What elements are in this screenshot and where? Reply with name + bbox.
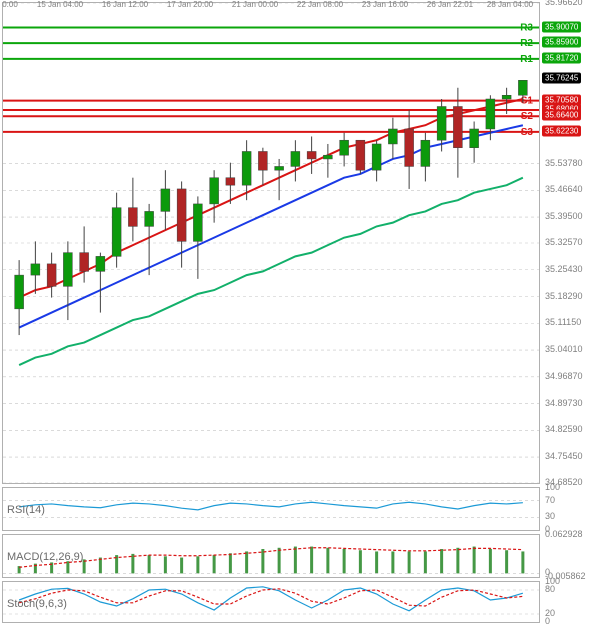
svg-text:S3: S3 bbox=[521, 127, 534, 138]
svg-text:R2: R2 bbox=[520, 38, 533, 49]
stoch-label: Stoch(9,6,3) bbox=[7, 598, 67, 610]
stoch-y-axis: 10080200 bbox=[542, 581, 600, 621]
svg-text:R3: R3 bbox=[520, 23, 533, 34]
rsi-label: RSI(14) bbox=[7, 504, 45, 516]
stoch-panel[interactable]: Stoch(9,6,3) bbox=[2, 581, 540, 623]
price-chart-svg: R3R2R1S1S2S3 bbox=[3, 3, 539, 483]
rsi-panel[interactable]: RSI(14) bbox=[2, 487, 540, 531]
price-y-axis: 35.9662035.9007035.8590035.8172035.76245… bbox=[542, 2, 600, 482]
stoch-svg bbox=[3, 582, 539, 622]
rsi-svg bbox=[3, 488, 539, 530]
macd-panel[interactable]: MACD(12,26,9) bbox=[2, 534, 540, 578]
chart-container: R3R2R1S1S2S3 35.9662035.9007035.8590035.… bbox=[0, 0, 600, 634]
macd-label: MACD(12,26,9) bbox=[7, 551, 83, 563]
price-chart-panel[interactable]: R3R2R1S1S2S3 bbox=[2, 2, 540, 484]
svg-text:R1: R1 bbox=[520, 54, 533, 65]
macd-y-axis: 0.0629280-0.005862 bbox=[542, 534, 600, 576]
svg-text:S2: S2 bbox=[521, 111, 534, 122]
rsi-y-axis: 10070300 bbox=[542, 487, 600, 529]
